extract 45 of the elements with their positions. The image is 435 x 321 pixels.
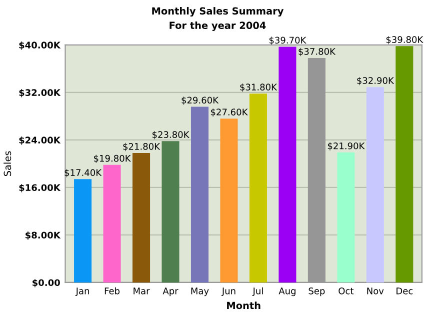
- data-label: $29.60K: [182, 96, 219, 105]
- bar: [337, 152, 355, 282]
- bar: [249, 94, 267, 282]
- x-axis-title: Month: [227, 302, 260, 310]
- chart-subtitle: For the year 2004: [170, 22, 266, 31]
- data-label: $21.90K: [328, 142, 365, 150]
- x-tick-label: Aug: [278, 288, 296, 296]
- x-tick-label: Oct: [338, 288, 354, 294]
- data-label: $37.80K: [298, 48, 336, 56]
- bar: [278, 46, 296, 282]
- y-tick-label: $16.00K: [19, 184, 61, 192]
- bar: [103, 164, 121, 282]
- y-axis-title: Sales: [4, 151, 12, 176]
- x-tick-label: May: [191, 288, 209, 296]
- bar: [74, 179, 92, 282]
- bar: [366, 87, 384, 282]
- bar: [132, 153, 150, 282]
- x-tick-label: Mar: [134, 288, 150, 294]
- x-tick-label: Feb: [104, 287, 120, 294]
- bar: [220, 118, 238, 282]
- data-label: $23.80K: [152, 131, 190, 140]
- data-label: $39.70K: [269, 36, 306, 45]
- data-label: $32.90K: [357, 76, 394, 86]
- bar: [162, 141, 180, 282]
- data-label: $27.60K: [210, 108, 248, 117]
- y-tick-label: $40.00K: [19, 42, 61, 50]
- y-tick-label: $8.00K: [26, 232, 61, 240]
- data-label: $17.40K: [64, 169, 102, 178]
- y-tick-label: $32.00K: [19, 89, 61, 98]
- x-tick-label: Jul: [252, 287, 263, 296]
- x-tick-label: Nov: [367, 288, 384, 294]
- data-label: $21.80K: [123, 142, 160, 152]
- x-tick-label: Sep: [308, 288, 325, 296]
- bar: [190, 106, 209, 282]
- x-tick-label: Jun: [221, 288, 236, 296]
- data-label: $31.80K: [240, 84, 278, 92]
- bar: [396, 46, 414, 282]
- y-tick-label: $24.00K: [19, 136, 61, 145]
- x-tick-label: Apr: [162, 288, 178, 296]
- y-tick-label: $0.00: [32, 279, 60, 288]
- data-label: $19.80K: [94, 154, 131, 163]
- x-tick-label: Dec: [396, 288, 413, 294]
- x-tick-label: Jan: [75, 288, 89, 296]
- data-label: $39.80K: [386, 36, 424, 44]
- chart-title: Monthly Sales Summary: [152, 7, 284, 17]
